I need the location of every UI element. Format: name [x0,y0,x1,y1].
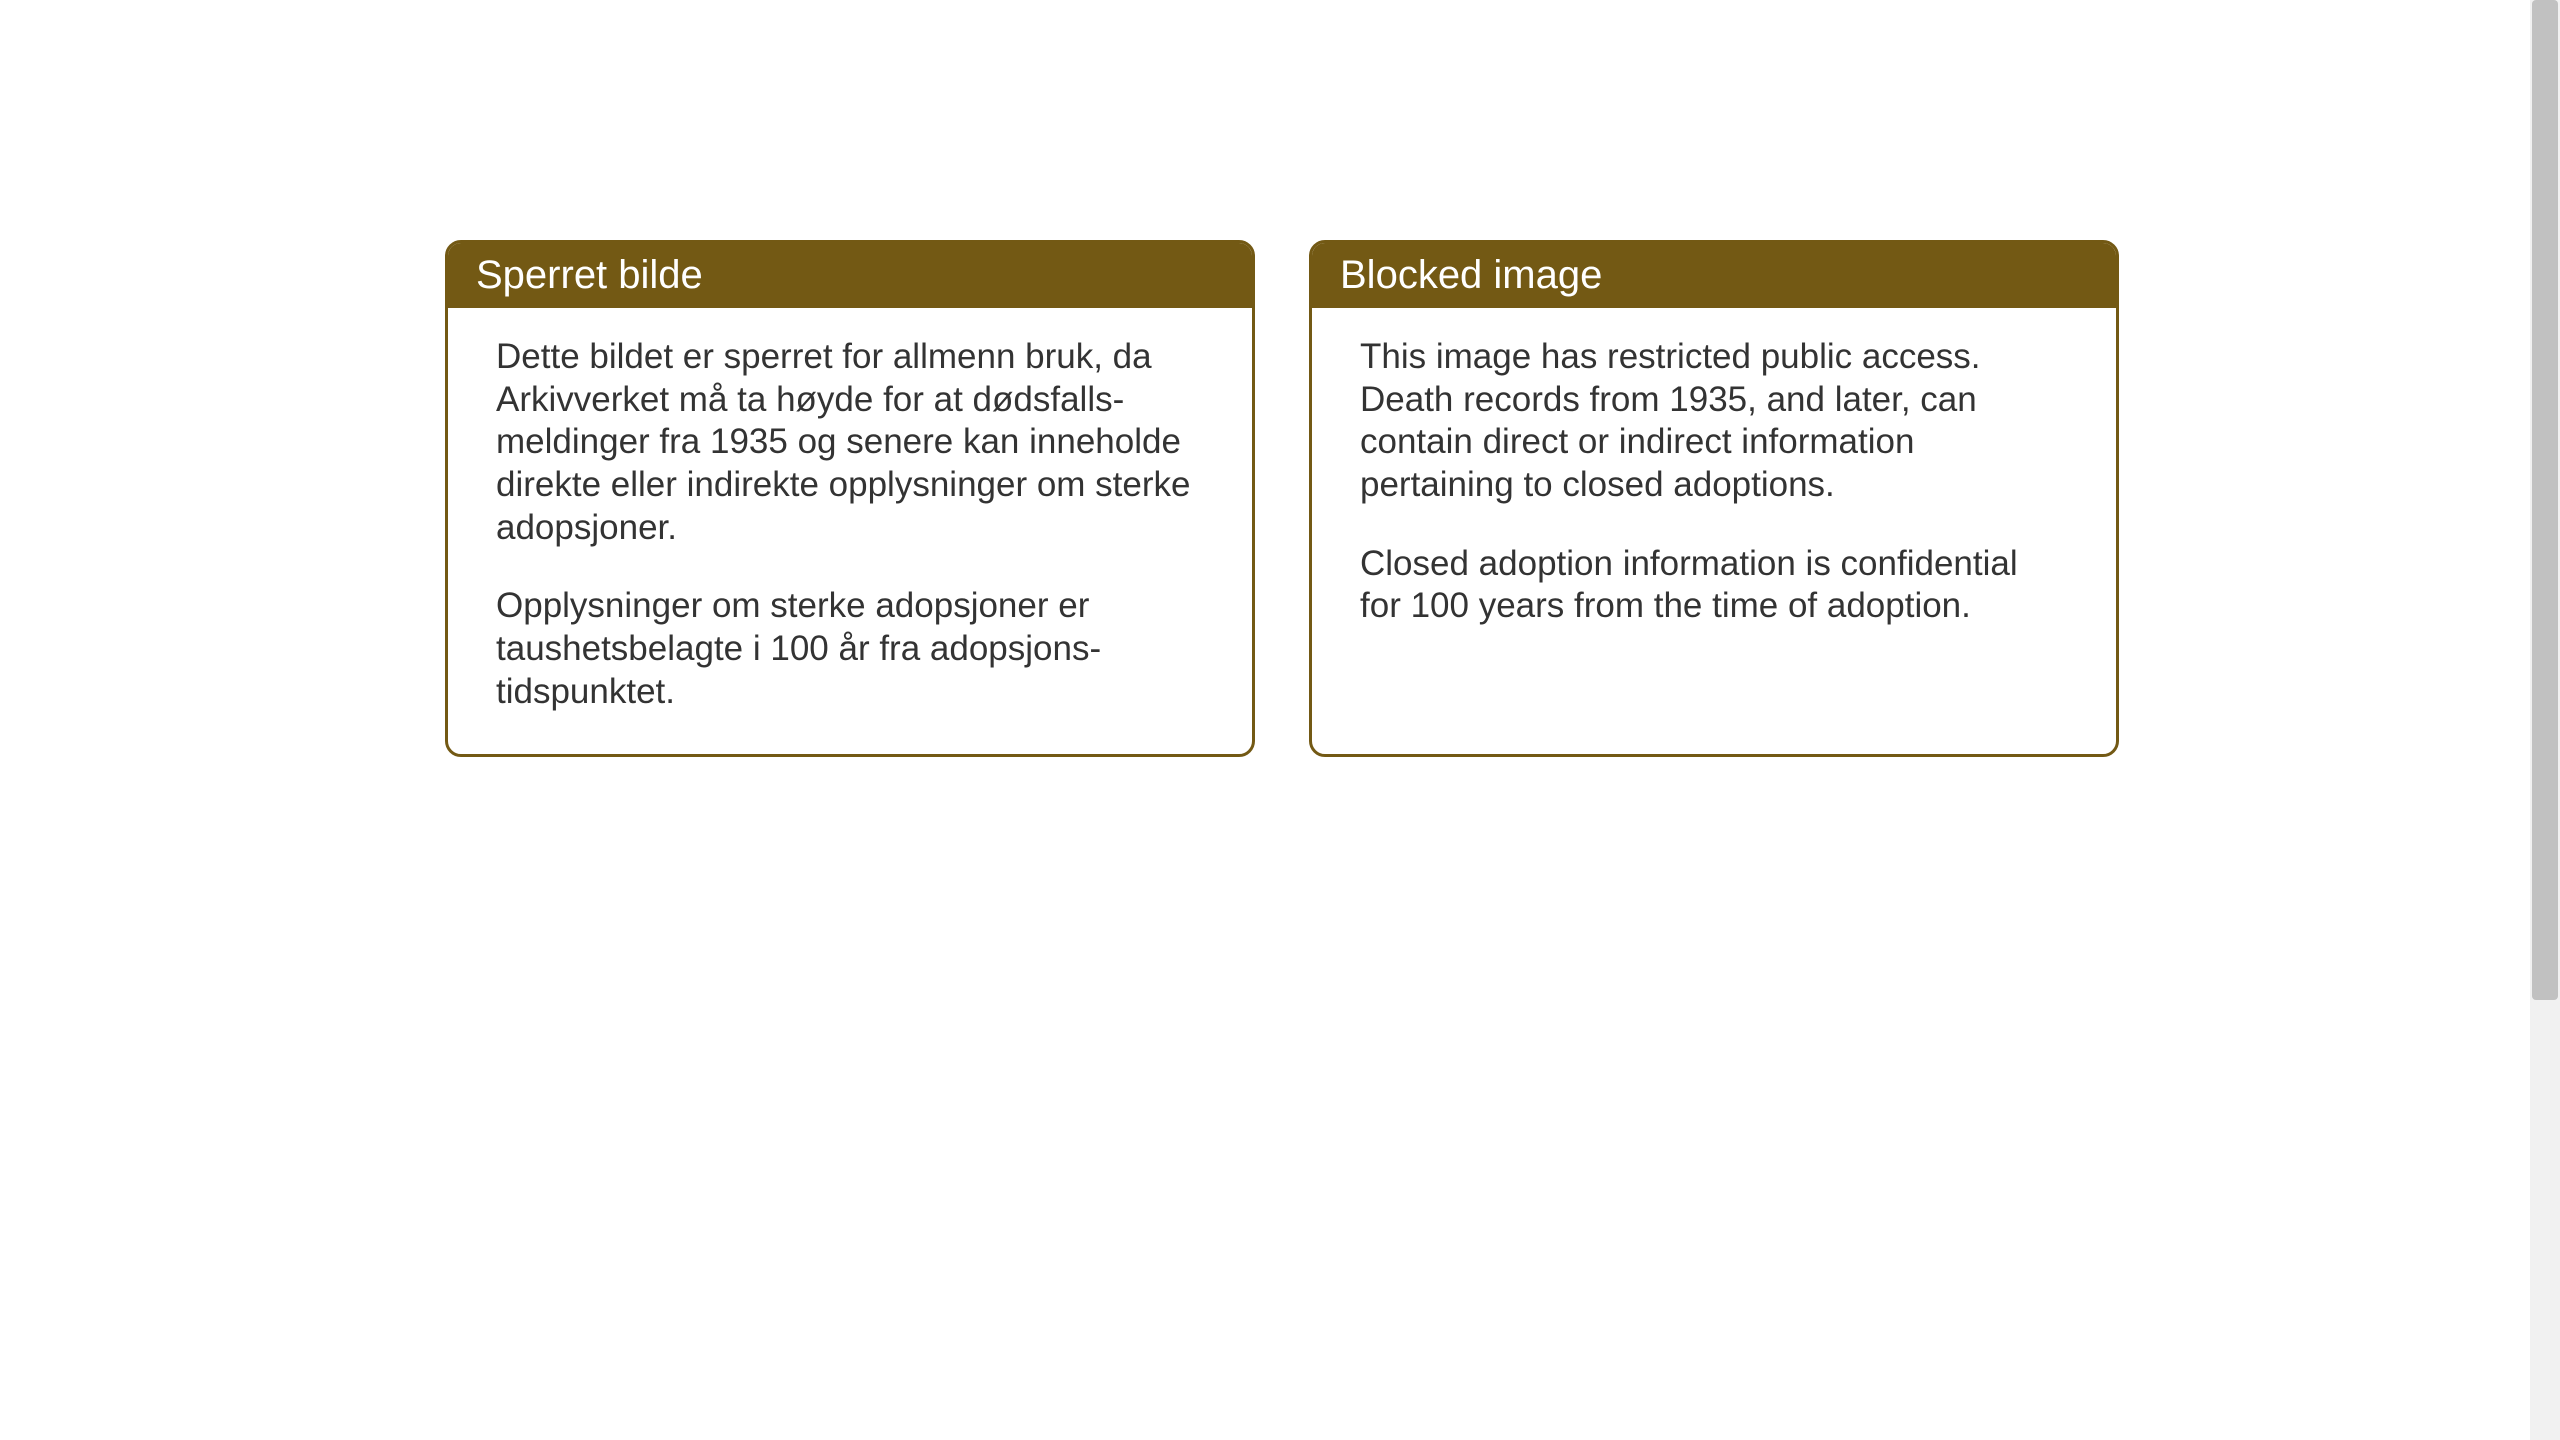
english-paragraph-1: This image has restricted public access.… [1360,336,2068,507]
norwegian-card-header: Sperret bilde [448,243,1252,308]
notice-container: Sperret bilde Dette bildet er sperret fo… [445,240,2119,757]
norwegian-paragraph-2: Opplysninger om sterke adopsjoner er tau… [496,585,1204,713]
norwegian-notice-card: Sperret bilde Dette bildet er sperret fo… [445,240,1255,757]
english-notice-card: Blocked image This image has restricted … [1309,240,2119,757]
norwegian-card-body: Dette bildet er sperret for allmenn bruk… [448,308,1252,754]
english-card-title: Blocked image [1340,253,1602,297]
norwegian-card-title: Sperret bilde [476,253,703,297]
english-card-header: Blocked image [1312,243,2116,308]
norwegian-paragraph-1: Dette bildet er sperret for allmenn bruk… [496,336,1204,549]
english-paragraph-2: Closed adoption information is confident… [1360,543,2068,628]
vertical-scrollbar[interactable] [2530,0,2560,1440]
scrollbar-thumb[interactable] [2532,0,2558,1000]
english-card-body: This image has restricted public access.… [1312,308,2116,728]
